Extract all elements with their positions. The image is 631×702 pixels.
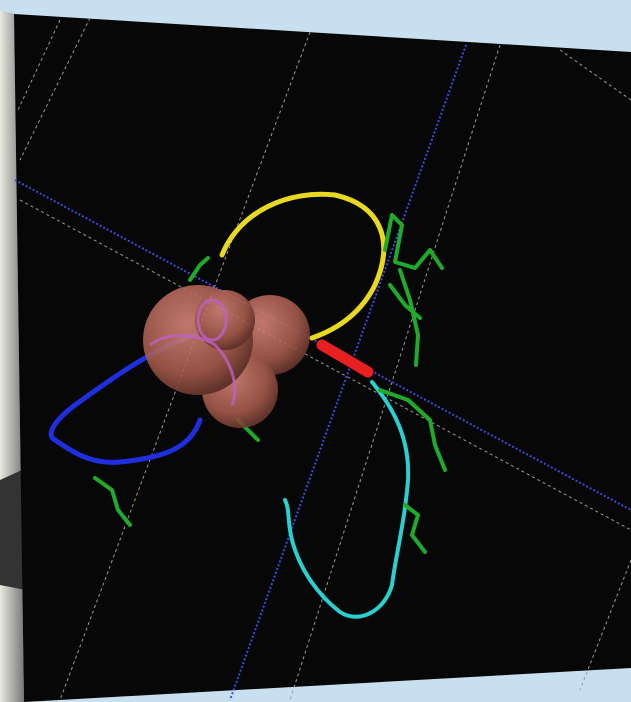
spheres [143, 285, 310, 428]
frame-shadow [0, 470, 26, 590]
overlay-loop [149, 298, 237, 406]
vessels [48, 191, 447, 619]
viewport [14, 14, 631, 702]
